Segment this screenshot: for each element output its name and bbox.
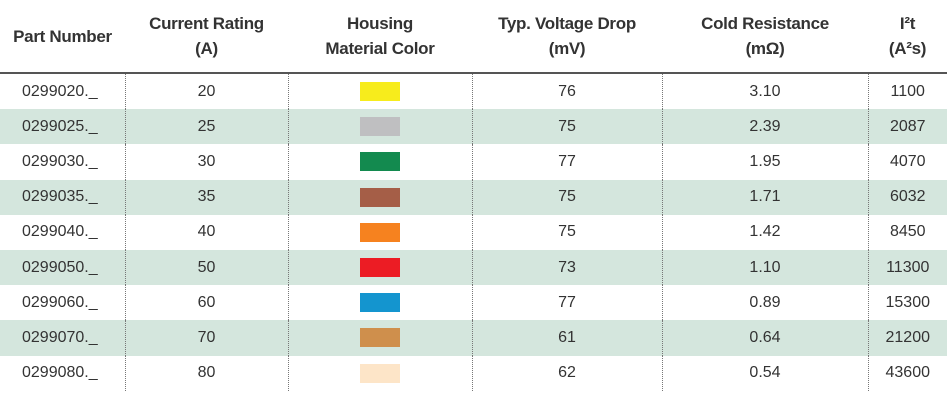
color-cell (287, 320, 472, 356)
table-row: 0299040._ 40 75 1.42 8450 (0, 214, 947, 250)
cell: 20 (124, 73, 288, 110)
cell: 35 (124, 179, 288, 215)
cell: 0299060._ (22, 293, 98, 311)
table-row: 0299070._ 70 61 0.64 21200 (0, 320, 947, 356)
color-cell (287, 179, 472, 215)
cell: 75 (471, 179, 662, 215)
cell: 25 (124, 109, 288, 145)
column-header: I²t (A²s) (868, 0, 947, 74)
table-row: 0299030._ 30 77 1.95 4070 (0, 144, 947, 180)
cell: 0299080._ (22, 364, 98, 382)
cell: 1.95 (661, 144, 868, 180)
cell: 1100 (867, 73, 947, 110)
color-swatch (360, 328, 400, 348)
table-row: 0299025._ 25 75 2.39 2087 (0, 109, 947, 145)
column-header: Housing Material Color (288, 0, 472, 74)
color-cell (287, 285, 472, 321)
color-cell (287, 355, 472, 391)
cell: 75 (471, 109, 662, 145)
color-cell (287, 73, 472, 110)
cell: 11300 (867, 249, 947, 286)
color-swatch (360, 363, 400, 383)
cell: 3.10 (661, 73, 868, 110)
cell: 73 (471, 249, 662, 286)
cell: 76 (471, 73, 662, 110)
column-header: Cold Resistance (mΩ) (662, 0, 868, 74)
color-swatch (360, 152, 400, 172)
cell: 4070 (867, 144, 947, 180)
header-line: Material Color (325, 39, 435, 58)
cell: 50 (124, 249, 288, 286)
header-line: (A) (195, 39, 218, 58)
cell: 0299050._ (0, 249, 125, 286)
cell: 30 (124, 144, 288, 180)
header-line: (mV) (548, 39, 586, 58)
cell: 1.71 (661, 179, 868, 215)
cell: 1.42 (661, 214, 868, 250)
header-line: Cold Resistance (701, 14, 829, 33)
column-header: Part Number (0, 0, 125, 74)
header-line: I²t (899, 14, 916, 33)
column-header: Typ. Voltage Drop (mV) (472, 0, 662, 74)
color-swatch (360, 82, 400, 102)
table-row: 0299050._ 50 73 1.10 11300 (0, 249, 947, 286)
color-cell (287, 214, 472, 250)
cell: 0299030._ (22, 152, 98, 170)
color-swatch (360, 117, 400, 137)
header-row: Part Number Current Rating (A) Housing Mater… (0, 0, 947, 74)
table-row: 0299035._ 35 75 1.71 6032 (0, 179, 947, 215)
column-header: Current Rating (A) (125, 0, 288, 74)
header-line: (A²s) (888, 39, 927, 58)
cell: 0299070._ (0, 320, 125, 356)
cell: 43600 (867, 355, 947, 391)
header-line: Housing (347, 14, 413, 33)
header-line: Typ. Voltage Drop (498, 14, 636, 33)
color-swatch (360, 187, 400, 207)
table-body: 0299020._ 20 76 3.10 1100 0299025._ 25 75 2.39 20… (0, 73, 947, 391)
cell: 2.39 (661, 109, 868, 145)
cell: 0.64 (661, 320, 868, 356)
cell: 61 (471, 320, 662, 356)
cell: 0299025._ (0, 109, 125, 145)
cell: 77 (471, 144, 662, 180)
cell: 6032 (867, 179, 947, 215)
color-cell (287, 109, 472, 145)
cell: 2087 (867, 109, 947, 145)
cell: 0299040._ (22, 223, 98, 241)
cell: 80 (124, 355, 288, 391)
cell: 0299035._ (0, 179, 125, 215)
fuse-table: Part Number Current Rating (A) Housing Mater… (0, 0, 947, 391)
color-cell (287, 144, 472, 180)
color-swatch (360, 258, 400, 278)
header-line: Current Rating (149, 14, 264, 33)
cell: 40 (124, 214, 288, 250)
cell: 21200 (867, 320, 947, 356)
cell: 62 (471, 355, 662, 391)
table-row: 0299020._ 20 76 3.10 1100 (0, 73, 947, 110)
cell: 77 (471, 285, 662, 321)
cell: 70 (124, 320, 288, 356)
cell: 8450 (867, 214, 947, 250)
cell: 1.10 (661, 249, 868, 286)
color-swatch (360, 222, 400, 242)
cell: 75 (471, 214, 662, 250)
table-row: 0299060._ 60 77 0.89 15300 (0, 285, 947, 321)
cell: 0.54 (661, 355, 868, 391)
cell: 15300 (867, 285, 947, 321)
cell: 60 (124, 285, 288, 321)
cell: 0.89 (661, 285, 868, 321)
color-cell (287, 249, 472, 286)
header-line: Part Number (13, 26, 112, 46)
cell: 0299020._ (22, 82, 98, 100)
table-row: 0299080._ 80 62 0.54 43600 (0, 355, 947, 391)
header-line: (mΩ) (745, 39, 785, 58)
color-swatch (360, 293, 400, 313)
